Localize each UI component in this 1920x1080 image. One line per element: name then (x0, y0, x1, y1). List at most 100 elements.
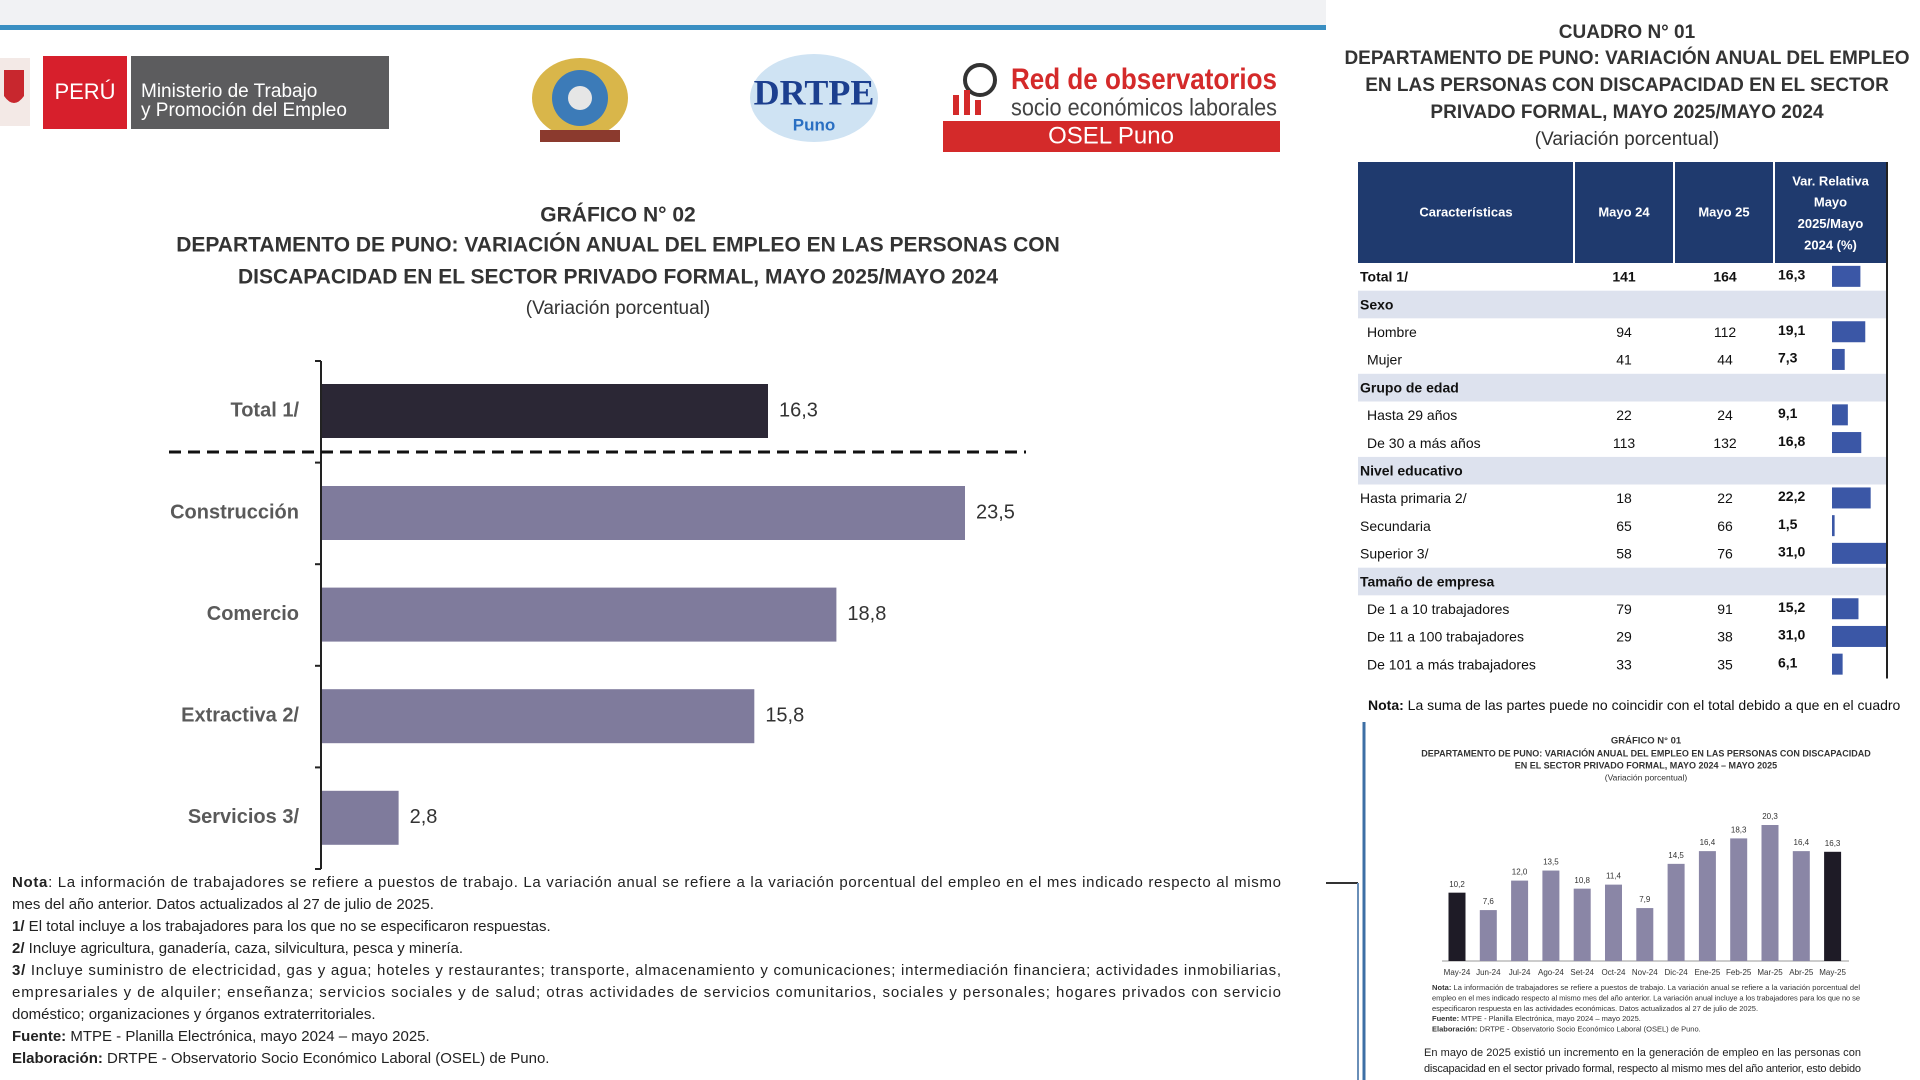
line-text: DRTPE - Observatorio Socio Económico Lab… (103, 1050, 550, 1067)
bold-label: 3/ (12, 962, 26, 979)
value-label: 16,3 (779, 399, 818, 421)
chart-subtitle: (Variación porcentual) (1605, 772, 1688, 782)
row-label: Mujer (1367, 352, 1402, 368)
row-label: Superior 3/ (1360, 546, 1429, 562)
column (1792, 851, 1810, 961)
osel-title: Red de observatorios (1011, 63, 1277, 96)
column (1448, 892, 1466, 961)
shield-emblem (4, 70, 24, 103)
chart-title: DISCAPACIDAD EN EL SECTOR PRIVADO FORMAL… (238, 266, 998, 289)
osel-subtitle: socio económicos laborales (1011, 94, 1277, 121)
column (1605, 884, 1622, 961)
category-label: Nov-24 (1632, 968, 1658, 977)
table-note: Nota: La suma de las partes puede no coi… (1368, 697, 1901, 713)
cell: 44 (1717, 352, 1733, 368)
var-label: 16,8 (1778, 433, 1805, 449)
table-subtitle: (Variación porcentual) (1535, 129, 1719, 150)
cell: 94 (1616, 324, 1632, 340)
row-label: Secundaria (1360, 518, 1431, 534)
table-header (1358, 162, 1887, 263)
category-label: May-24 (1444, 968, 1471, 977)
note-line: 2/ Incluye agricultura, ganadería, caza,… (12, 940, 463, 957)
drtpe-place: Puno (793, 115, 836, 134)
cell: 41 (1616, 352, 1632, 368)
table-row (1358, 623, 1887, 651)
icon-bar (964, 90, 970, 115)
paragraph-line: discapacidad en el sector privado formal… (1424, 1063, 1861, 1075)
bold-label: Elaboración: (1432, 1025, 1477, 1034)
category-label: Ene-25 (1695, 968, 1721, 977)
table-row (1358, 484, 1887, 513)
value-label: 11,4 (1606, 872, 1622, 881)
bar (322, 384, 768, 438)
cell: 141 (1612, 269, 1636, 285)
var-label: 6,1 (1778, 654, 1798, 670)
chart-title: EN EL SECTOR PRIVADO FORMAL, MAYO 2024 –… (1515, 760, 1777, 770)
chart-note: empleo en el mes indicado respecto al mi… (1432, 993, 1860, 1002)
column (1542, 870, 1560, 961)
line-text: doméstico; organizaciones y órganos extr… (12, 1006, 376, 1023)
column (1667, 863, 1685, 961)
category-label: Total 1/ (230, 399, 299, 421)
table-note-box (1353, 688, 1910, 722)
table-row (1358, 318, 1887, 347)
section-row (1358, 290, 1887, 319)
ministry-box (131, 56, 389, 129)
var-bar (1832, 487, 1871, 509)
category-label: Comercio (207, 603, 299, 625)
value-label: 10,2 (1449, 880, 1465, 889)
note-line: doméstico; organizaciones y órganos extr… (12, 1006, 376, 1023)
value-label: 23,5 (976, 501, 1015, 523)
value-label: 7,9 (1639, 895, 1651, 904)
row-label: Hasta primaria 2/ (1360, 490, 1467, 506)
var-bar (1832, 653, 1843, 675)
osel-bar (943, 121, 1280, 152)
table-row (1358, 650, 1887, 679)
category-label: Construcción (170, 501, 299, 523)
peru-logo: PERÚ Ministerio de Trabajo y Promoción d… (0, 56, 389, 129)
row-label: De 101 a más trabajadores (1367, 656, 1536, 672)
var-bar (1832, 542, 1886, 564)
bold-label: Fuente: (12, 1028, 66, 1045)
var-bar (1832, 432, 1862, 454)
chart-title: DEPARTAMENTO DE PUNO: VARIACIÓN ANUAL DE… (176, 233, 1060, 257)
chart-subtitle: (Variación porcentual) (526, 298, 710, 319)
var-bar (1832, 265, 1861, 287)
column (1479, 910, 1497, 961)
var-label: 31,0 (1778, 627, 1805, 643)
line-text: MTPE - Planilla Electrónica, mayo 2024 –… (66, 1028, 430, 1045)
column-header: Var. Relativa (1792, 173, 1869, 188)
note-line: Fuente: MTPE - Planilla Electrónica, may… (12, 1028, 430, 1045)
var-bar (1832, 348, 1845, 370)
column-header: Mayo 24 (1598, 204, 1650, 219)
column-header: Mayo (1814, 195, 1847, 210)
bold-label: 2/ (12, 940, 25, 957)
column (1730, 838, 1748, 961)
var-bar (1832, 625, 1886, 647)
note-line: empresariales y de alquiler; enseñanza; … (12, 984, 1281, 1001)
osel-logo: Red de observatorios socio económicos la… (943, 63, 1280, 152)
value-label: 16,3 (1825, 839, 1841, 848)
value-label: 16,4 (1794, 838, 1810, 847)
cell: 38 (1717, 629, 1733, 645)
bold-label: Nota: (1432, 983, 1451, 992)
cell: 66 (1717, 518, 1733, 534)
cell: 113 (1613, 435, 1636, 451)
table-row (1358, 401, 1887, 430)
bold-label: 1/ (12, 918, 25, 935)
var-bar (1832, 515, 1835, 537)
line-text: La suma de las partes puede no coincidir… (1404, 697, 1901, 713)
chart-note: Fuente: MTPE - Planilla Electrónica, may… (1432, 1014, 1641, 1023)
cell: 91 (1717, 601, 1733, 617)
category-label: Abr-25 (1789, 968, 1814, 977)
value-label: 15,8 (765, 704, 804, 726)
cell: 58 (1616, 546, 1632, 562)
value-label: 12,0 (1512, 868, 1528, 877)
line-text: empresariales y de alquiler; enseñanza; … (12, 984, 1281, 1001)
var-label: 31,0 (1778, 544, 1805, 560)
category-label: May-25 (1819, 968, 1846, 977)
var-bar (1832, 598, 1859, 620)
bold-label: Nota (12, 874, 48, 891)
icon-bar (953, 95, 959, 115)
